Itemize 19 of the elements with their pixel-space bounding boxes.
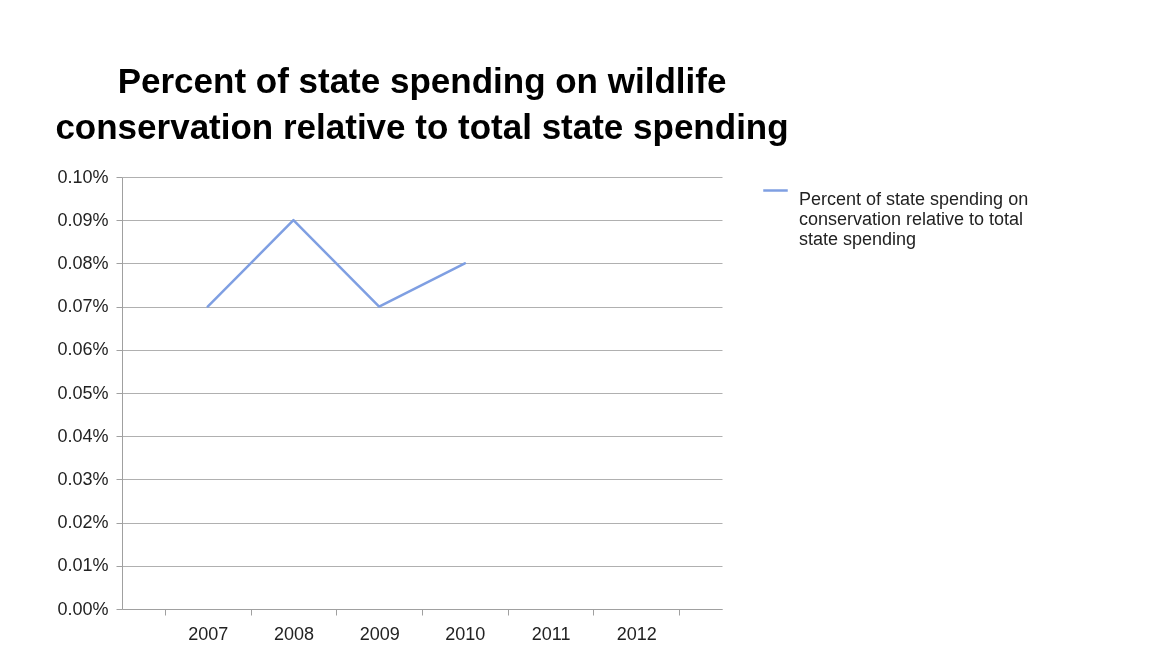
y-tick-label: 0.03% [57,468,109,489]
y-tick-label: 0.05% [57,382,109,403]
y-tick-label: 0.07% [57,296,109,317]
x-tick-label: 2009 [359,623,400,644]
y-tick-label: 0.08% [57,252,109,273]
legend-label: Percent of state spending on conservation relative to total state spending [799,188,1029,249]
x-tick-label: 2008 [273,623,314,644]
x-tick-label: 2010 [445,623,486,644]
y-tick-label: 0.09% [57,209,109,230]
chart-title: Percent of state spending on wildlife conservation relative to total state spending [55,61,789,146]
y-tick-label: 0.04% [57,425,109,446]
y-tick-label: 0.10% [57,166,109,187]
x-tick-label: 2011 [531,623,571,644]
y-tick-label: 0.00% [57,598,109,619]
y-tick-label: 0.01% [57,555,109,576]
y-tick-label: 0.06% [57,339,109,360]
x-tick-label: 2007 [188,623,229,644]
x-tick-label: 2012 [616,623,657,644]
y-tick-label: 0.02% [57,512,109,533]
